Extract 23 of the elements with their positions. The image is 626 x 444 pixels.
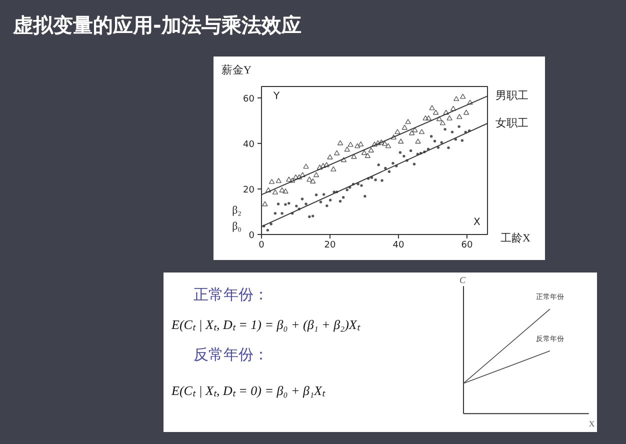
x-tick-label: 0 [258,240,265,250]
text: 反常年份： [194,346,268,364]
y-axis-title: C [460,274,466,285]
y-tick-label: 60 [243,94,255,104]
annotation: X [474,217,480,228]
y-tick-label: 20 [243,185,255,196]
x-tick-label: 60 [461,240,473,250]
x-axis-title: X [588,420,595,429]
y-axis-title: 薪金Y [222,64,252,76]
x-tick-label: 40 [392,240,404,250]
annotation: β₂ [232,204,242,217]
text: E(Cₜ | Xₜ, Dₜ = 0) = β₀ + β₁Xₜ [170,383,326,398]
x-tick-label: 20 [324,240,336,250]
text: E(Cₜ | Xₜ, Dₜ = 1) = β₀ + (β₁ + β₂)Xₜ [170,317,361,332]
chart-title: 虚拟变量的应用-加法与乘法效应 [13,12,302,39]
annotation: Y [272,91,280,102]
annotation: β₀ [232,220,242,233]
series-label: 男职工 [496,90,528,102]
y-tick-label: 0 [248,231,255,241]
y-tick-label: 40 [243,140,255,150]
x-axis-title: 工龄X [500,232,530,244]
series-label: 女职工 [496,117,528,130]
text: 正常年份： [194,286,268,304]
